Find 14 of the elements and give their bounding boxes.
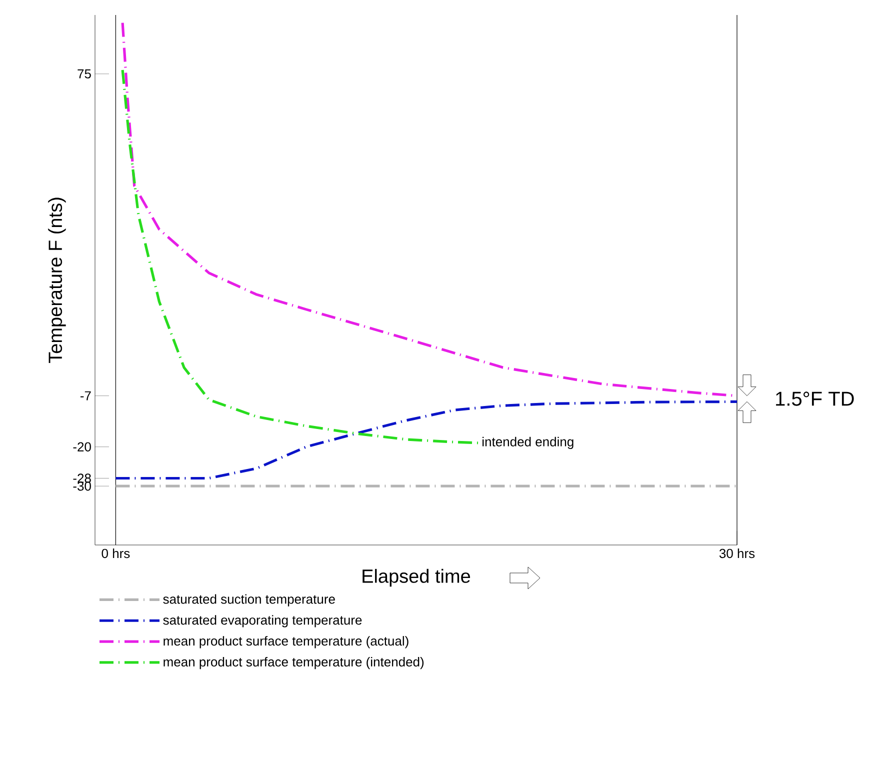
legend-label: mean product surface temperature (intended) [164, 656, 424, 670]
x-tick-label: 0 hrs [102, 548, 130, 558]
legend-label: saturated suction temperature [163, 594, 335, 606]
x-axis-title: Elapsed time [362, 568, 470, 587]
x-tick-label: 30 hrs [719, 548, 755, 558]
y-tick-label: -20 [73, 442, 91, 452]
y-tick-label: 75 [78, 69, 91, 78]
annotation: 1.5°F TD [776, 392, 854, 406]
y-axis-title: Temperature F (nts) [48, 198, 66, 363]
y-tick-label: -7 [80, 391, 91, 400]
annotation: intended ending [482, 436, 574, 449]
legend-label: mean product surface temperature (actual) [164, 636, 408, 648]
line-series [121, 68, 480, 444]
legend-label: saturated evaporating temperature [163, 615, 362, 628]
